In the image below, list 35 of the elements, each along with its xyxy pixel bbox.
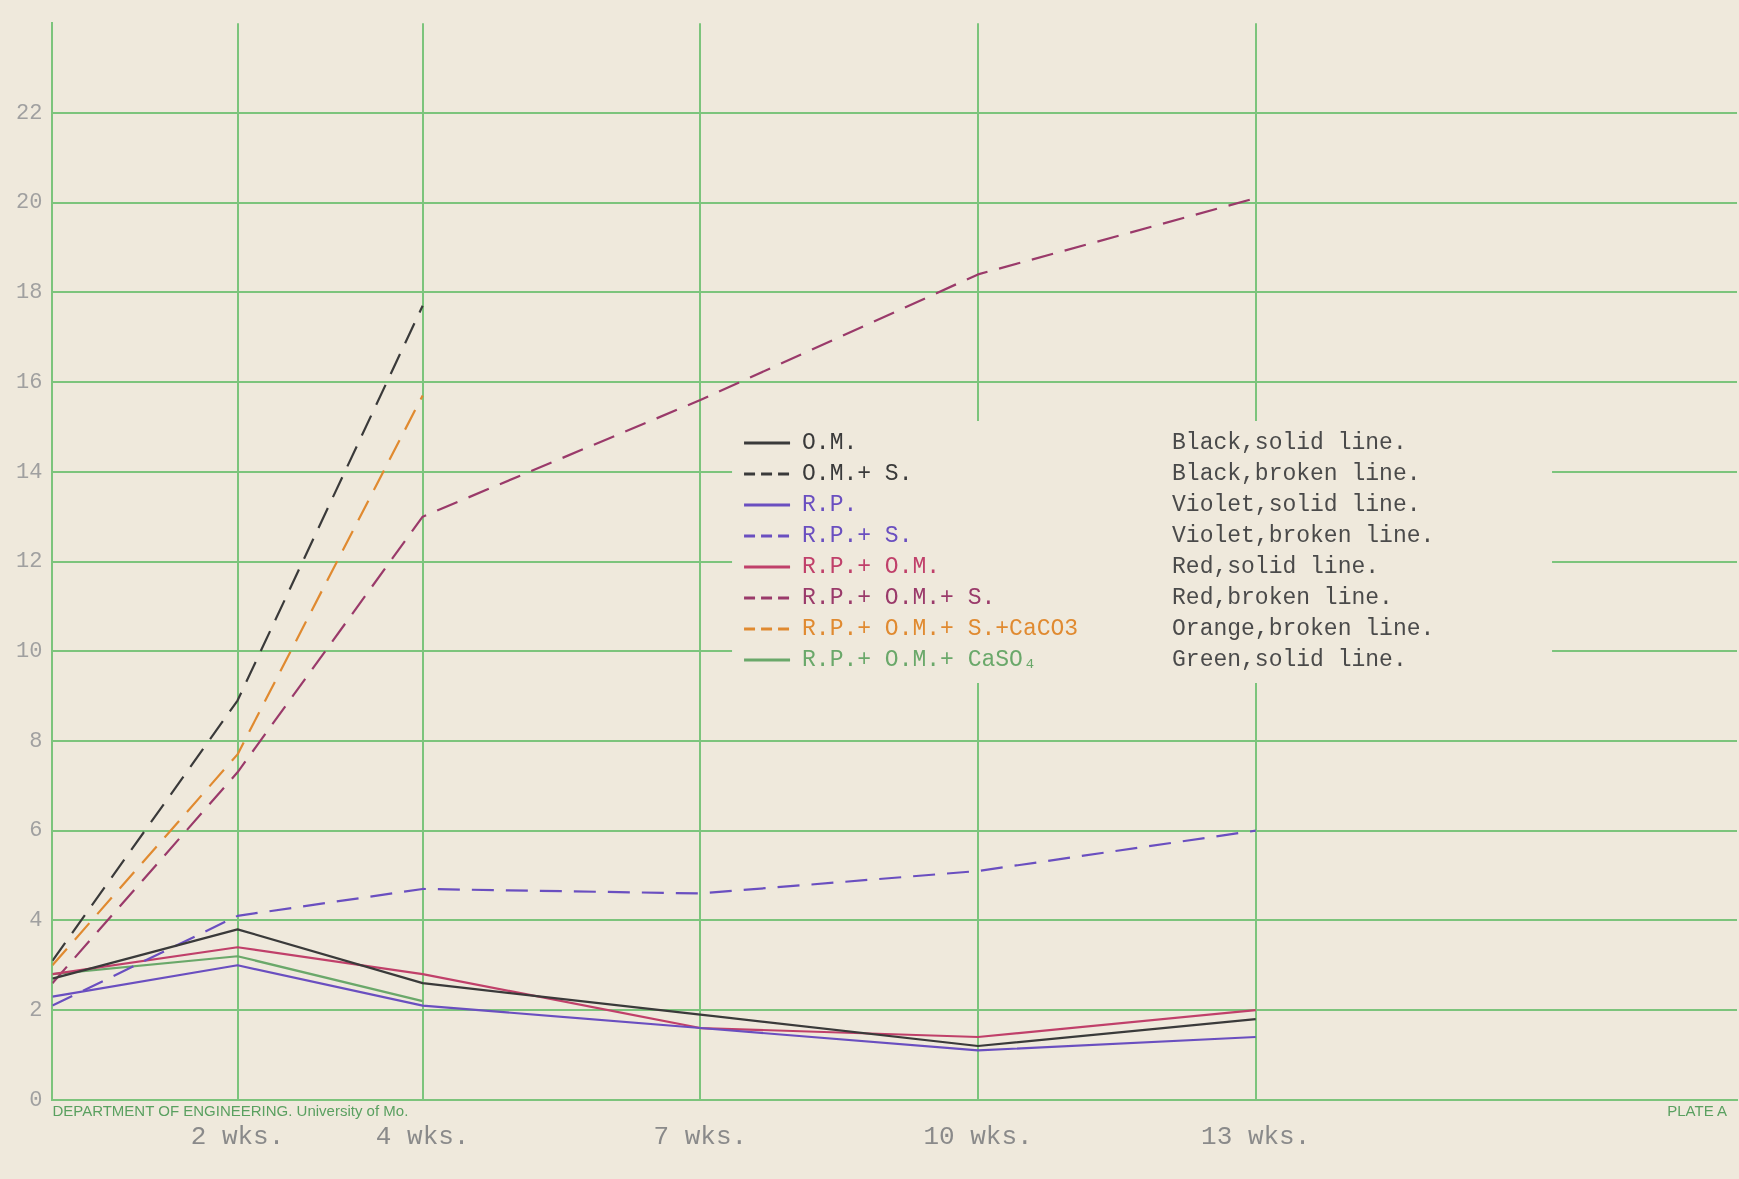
y-tick-label: 14 <box>16 459 43 485</box>
annotation: Red,broken line. <box>1172 585 1393 612</box>
legend-label: R.P.+ O.M.+ S.+CaCO3 <box>802 616 1079 643</box>
text: DEPARTMENT OF ENGINEERING. University of Mo. <box>52 1101 409 1119</box>
y-tick-label: 20 <box>16 190 43 216</box>
y-tick-label: 6 <box>29 818 43 844</box>
y-tick-label: 22 <box>16 100 43 126</box>
annotation: Red,solid line. <box>1172 554 1380 581</box>
y-tick-label: 16 <box>16 369 43 395</box>
x-tick-label: 13 wks. <box>1201 1122 1311 1153</box>
annotation: Black,solid line. <box>1172 430 1407 457</box>
legend-label: R.P. <box>802 492 858 519</box>
x-tick-label: 10 wks. <box>923 1122 1033 1153</box>
annotation: Orange,broken line. <box>1172 616 1435 643</box>
legend-label: O.M.+ S. <box>802 461 913 488</box>
annotation: Green,solid line. <box>1172 647 1407 674</box>
y-tick-label: 12 <box>16 549 43 575</box>
y-tick-label: 2 <box>29 997 43 1023</box>
annotation: Violet,broken line. <box>1172 523 1435 550</box>
y-tick-label: 4 <box>29 908 43 934</box>
y-tick-label: 8 <box>29 728 43 754</box>
y-tick-label: 0 <box>29 1087 43 1113</box>
x-tick-label: 4 wks. <box>375 1122 470 1153</box>
x-tick-label: 2 wks. <box>190 1122 285 1153</box>
annotation: Violet,solid line. <box>1172 492 1421 519</box>
legend-label: R.P.+ O.M. <box>802 554 941 581</box>
legend-label: R.P.+ O.M.+ CaSO₄ <box>802 647 1037 674</box>
legend-label: R.P.+ O.M.+ S. <box>802 585 996 612</box>
text: PLATE A <box>1667 1101 1727 1119</box>
legend-label: O.M. <box>802 430 858 457</box>
legend-label: R.P.+ S. <box>802 523 913 550</box>
annotation: Black,broken line. <box>1172 461 1421 488</box>
y-tick-label: 10 <box>16 639 43 665</box>
x-tick-label: 7 wks. <box>653 1122 748 1153</box>
y-tick-label: 18 <box>16 280 43 306</box>
